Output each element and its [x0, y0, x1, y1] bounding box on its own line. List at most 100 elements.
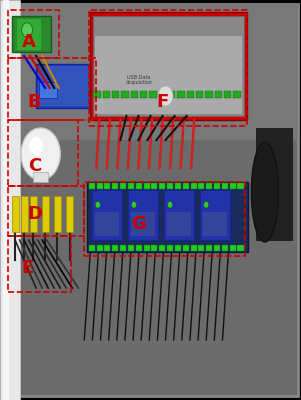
Bar	[140, 91, 147, 98]
Bar	[144, 183, 150, 189]
Bar	[205, 91, 213, 98]
Bar	[38, 66, 89, 106]
Bar	[104, 183, 110, 189]
Bar	[131, 91, 138, 98]
Bar	[33, 172, 48, 182]
Bar	[203, 212, 227, 236]
Text: C: C	[28, 157, 41, 175]
Bar	[128, 183, 134, 189]
Bar	[144, 245, 150, 251]
Text: USB Data
Acquisition: USB Data Acquisition	[125, 74, 152, 85]
Bar	[149, 91, 157, 98]
Bar	[237, 183, 244, 189]
Bar	[159, 245, 165, 251]
Bar	[8, 236, 71, 292]
Bar	[3, 0, 9, 400]
Bar	[84, 182, 245, 256]
Bar	[92, 190, 122, 240]
Bar	[187, 91, 194, 98]
Text: G: G	[131, 215, 146, 233]
Bar	[12, 196, 19, 232]
Bar	[230, 183, 236, 189]
Bar	[128, 245, 134, 251]
Bar	[237, 245, 244, 251]
Bar	[17, 19, 41, 50]
Text: A: A	[22, 33, 36, 51]
Bar	[177, 91, 185, 98]
Bar	[175, 183, 181, 189]
Bar	[97, 183, 103, 189]
Circle shape	[21, 128, 60, 180]
Bar	[175, 245, 181, 251]
Bar	[89, 183, 95, 189]
Bar	[120, 183, 126, 189]
Bar	[66, 196, 73, 232]
Bar	[95, 212, 119, 236]
Circle shape	[95, 202, 100, 208]
Bar	[214, 183, 220, 189]
Bar	[121, 91, 129, 98]
Bar	[183, 183, 189, 189]
Bar	[36, 64, 90, 108]
Bar	[256, 128, 292, 240]
Circle shape	[168, 202, 172, 208]
Bar	[136, 245, 142, 251]
Bar	[8, 120, 78, 186]
Bar	[191, 183, 197, 189]
Bar	[191, 245, 197, 251]
Bar	[151, 183, 157, 189]
Bar	[128, 190, 158, 240]
Text: D: D	[27, 205, 42, 223]
Bar	[112, 183, 118, 189]
Bar	[198, 183, 204, 189]
Bar	[97, 245, 103, 251]
Bar	[183, 245, 189, 251]
Circle shape	[132, 202, 136, 208]
Circle shape	[158, 86, 173, 106]
Bar	[196, 91, 203, 98]
Bar	[214, 245, 220, 251]
Bar	[200, 190, 230, 240]
Text: B: B	[28, 93, 42, 111]
Bar	[93, 16, 244, 116]
Bar	[206, 245, 212, 251]
Ellipse shape	[251, 142, 278, 242]
Bar	[167, 245, 173, 251]
Bar	[206, 183, 212, 189]
Bar	[103, 91, 110, 98]
Bar	[104, 245, 110, 251]
Bar	[198, 245, 204, 251]
Bar	[222, 183, 228, 189]
Bar	[131, 212, 155, 236]
Bar	[215, 91, 222, 98]
Bar	[0, 0, 20, 400]
Circle shape	[22, 23, 33, 37]
Bar	[8, 186, 84, 236]
Bar	[95, 36, 242, 114]
Bar	[87, 182, 248, 252]
Circle shape	[29, 137, 43, 155]
Bar	[136, 183, 142, 189]
Bar	[120, 245, 126, 251]
Bar	[42, 196, 49, 232]
Bar	[3, 4, 298, 140]
Text: E: E	[21, 259, 33, 277]
Bar	[167, 183, 173, 189]
Bar	[90, 12, 247, 120]
Bar	[21, 196, 28, 232]
Bar	[54, 196, 61, 232]
Bar	[167, 212, 191, 236]
Bar	[39, 82, 57, 98]
Text: F: F	[157, 93, 169, 111]
Bar	[168, 91, 175, 98]
Bar	[8, 58, 96, 120]
Bar	[89, 245, 95, 251]
Bar	[12, 16, 51, 52]
Circle shape	[204, 202, 209, 208]
Bar	[159, 183, 165, 189]
Bar	[233, 91, 241, 98]
Bar	[159, 91, 166, 98]
Bar	[89, 10, 247, 126]
Bar	[30, 196, 37, 232]
Bar	[164, 190, 194, 240]
